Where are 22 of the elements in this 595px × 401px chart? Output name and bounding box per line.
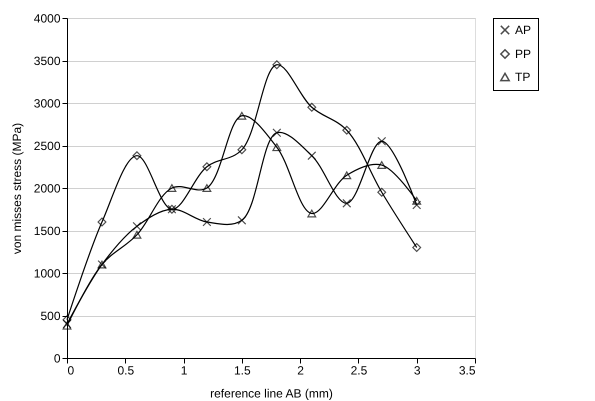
y-tick-label: 4000 [34, 12, 61, 26]
x-axis-title: reference line AB (mm) [210, 386, 333, 400]
x-tick-label: 2 [297, 364, 304, 378]
x-tick-label: 0.5 [117, 364, 134, 378]
x-tick-label: 3.5 [458, 364, 476, 378]
y-tick-label: 1500 [34, 224, 61, 238]
y-tick-label: 2500 [34, 139, 61, 153]
y-axis-title: von misses stress (MPa) [10, 122, 24, 254]
x-tick-label: 2.5 [350, 364, 368, 378]
y-tick-label: 1000 [34, 266, 61, 280]
x-tick-label: 1 [180, 364, 188, 378]
y-tick-label: 3000 [34, 96, 61, 110]
legend-label: PP [515, 47, 532, 61]
legend-label: TP [515, 70, 530, 84]
y-tick-label: 2000 [34, 182, 61, 196]
x-tick-label: 1.5 [234, 364, 252, 378]
y-tick-label: 0 [54, 352, 61, 366]
x-tick-label: 0 [68, 364, 74, 378]
x-tick-label: 3 [414, 364, 421, 378]
legend-label: AP [515, 23, 532, 37]
y-tick-label: 3500 [34, 54, 61, 68]
y-tick-label: 500 [40, 309, 61, 323]
